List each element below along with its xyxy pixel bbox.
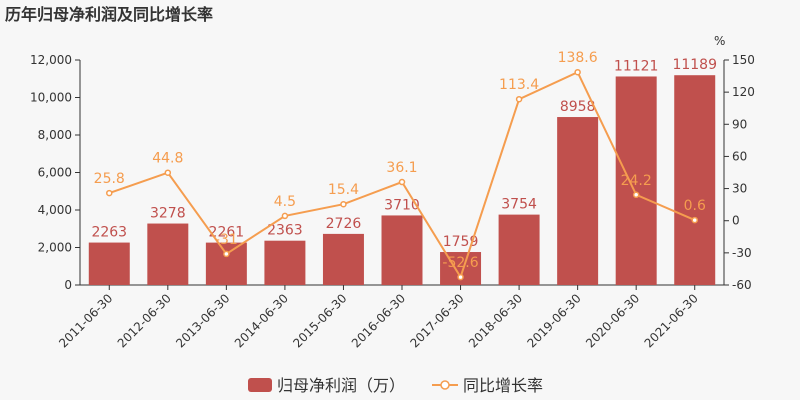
line-series (106, 68, 698, 281)
legend[interactable]: 归母净利润（万） 同比增长率 (248, 376, 543, 395)
bar[interactable] (264, 240, 306, 285)
line-value-label: -52.6 (442, 255, 478, 271)
x-axis-tick-label: 2011-06-30 (56, 291, 115, 350)
right-axis-unit: % (714, 34, 725, 48)
bar-series (88, 75, 716, 285)
bar-value-label: 2263 (91, 225, 127, 241)
line-value-label: 4.5 (274, 194, 296, 210)
line-value-label: 44.8 (152, 151, 183, 167)
x-axis-tick-label: 2021-06-30 (642, 291, 701, 350)
x-axis-tick-label: 2013-06-30 (173, 291, 232, 350)
x-axis-tick-label: 2012-06-30 (115, 291, 174, 350)
bar-value-label: 3754 (501, 197, 537, 213)
bar-value-label: 3278 (150, 206, 186, 222)
bar[interactable] (147, 223, 189, 285)
line-point[interactable] (515, 95, 523, 103)
line-point[interactable] (340, 200, 347, 208)
x-axis-tick-label: 2018-06-30 (466, 291, 525, 350)
left-axis-tick-label: 12,000 (30, 53, 72, 67)
legend-bar-label: 归母净利润（万） (277, 376, 405, 395)
line-value-label: 36.1 (386, 160, 417, 176)
line-point[interactable] (164, 169, 172, 176)
line-point[interactable] (223, 250, 230, 258)
line-value-label: 0.6 (684, 198, 706, 214)
bar[interactable] (615, 76, 657, 285)
line-point[interactable] (574, 68, 581, 76)
line-value-label: 25.8 (94, 171, 125, 187)
bar[interactable] (498, 214, 540, 285)
line-point[interactable] (691, 216, 698, 224)
x-axis-tick-label: 2019-06-30 (525, 291, 584, 350)
bar-value-label: 8958 (560, 99, 596, 115)
line-point[interactable] (106, 189, 113, 197)
left-axis-tick-label: 8,000 (38, 128, 72, 142)
x-axis-tick-label: 2020-06-30 (583, 291, 642, 350)
line-value-label: -31 (215, 232, 238, 248)
left-axis-tick-label: 6,000 (38, 166, 72, 180)
bar[interactable] (381, 215, 423, 285)
line-value-label: 113.4 (499, 77, 539, 93)
right-axis-tick-label: -30 (732, 246, 752, 260)
bar[interactable] (322, 233, 364, 285)
line-value-label: 138.6 (558, 50, 598, 66)
bar[interactable] (557, 117, 599, 285)
legend-line-marker (440, 380, 450, 390)
bar-value-label: 11189 (672, 57, 717, 73)
right-axis-tick-label: 90 (732, 117, 747, 131)
right-axis-tick-label: 60 (732, 149, 747, 163)
bar-value-label: 2726 (326, 216, 362, 232)
line-point[interactable] (632, 191, 640, 199)
x-axis-tick-label: 2015-06-30 (290, 291, 349, 350)
bar-value-label: 3710 (384, 197, 420, 213)
x-axis-tick-label: 2016-06-30 (349, 291, 408, 350)
right-axis-tick-label: 120 (732, 85, 755, 99)
left-axis-tick-label: 2,000 (38, 241, 72, 255)
line-labels: 25.8 44.8 -31 4.5 15.4 36.1 -52.6 113.4 138.6 24.… (94, 50, 706, 271)
bar-value-label: 11121 (614, 58, 659, 74)
right-axis-tick-label: -60 (732, 278, 752, 292)
bar-labels: 2263 3278 2261 2363 2726 3710 1759 3754 8958 1112… (91, 57, 717, 250)
line-point[interactable] (398, 178, 406, 186)
left-axis-tick-label: 4,000 (38, 203, 72, 217)
x-axis-tick-label: 2017-06-30 (407, 291, 466, 350)
bar-value-label: 2363 (267, 223, 303, 239)
chart-title: 历年归母净利润及同比增长率 (5, 5, 213, 24)
bar[interactable] (205, 242, 247, 285)
left-axis-tick-label: 0 (64, 278, 72, 292)
bar-value-label: 2261 (209, 225, 245, 241)
x-axis-tick-label: 2014-06-30 (232, 291, 291, 350)
line-point[interactable] (281, 212, 289, 220)
bar-value-label: 1759 (443, 234, 479, 250)
bar[interactable] (674, 75, 716, 285)
bar[interactable] (88, 242, 130, 285)
left-axis-tick-label: 10,000 (30, 91, 72, 105)
right-axis-tick-label: 150 (732, 53, 755, 67)
line-value-label: 24.2 (621, 173, 652, 189)
legend-line-label: 同比增长率 (463, 376, 543, 395)
right-axis-tick-label: 0 (732, 214, 740, 228)
legend-bar-swatch (248, 378, 272, 392)
line-value-label: 15.4 (328, 182, 359, 198)
line-point[interactable] (457, 273, 464, 281)
right-axis-tick-label: 30 (732, 182, 747, 196)
